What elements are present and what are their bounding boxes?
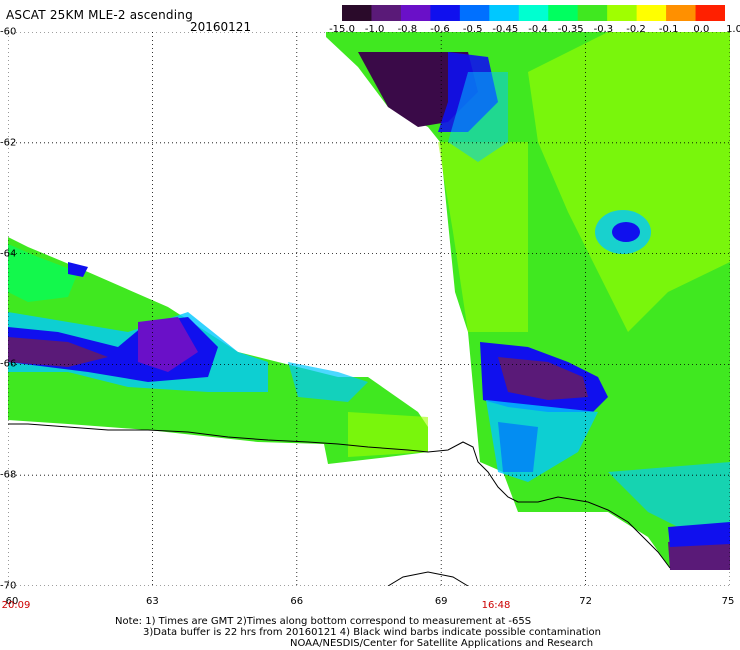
lat-tick-label: -66 (0, 358, 17, 370)
lon-tick-label: 60 (5, 596, 19, 607)
lon-tick-label: 66 (290, 596, 304, 607)
colorbar-label: -1.0 (364, 24, 385, 35)
colorbar-swatch (607, 5, 638, 21)
colorbar-swatch (400, 5, 431, 21)
lon-tick-label: 75 (721, 596, 735, 607)
map-title: ASCAT 25KM MLE-2 ascending (6, 8, 193, 22)
colorbar-label: -0.35 (557, 24, 584, 35)
lon-tick-label: 72 (579, 596, 592, 607)
colorbar-swatch (489, 5, 520, 21)
colorbar-swatch (577, 5, 608, 21)
time-label-mid: 16:48 (481, 600, 511, 611)
colorbar-label: -15.0 (329, 24, 355, 35)
lat-tick-label: -68 (0, 469, 17, 481)
note-line-1: Note: 1) Times are GMT 2)Times along bot… (115, 616, 532, 627)
colorbar (342, 5, 725, 21)
colorbar-label: -0.2 (626, 24, 646, 35)
colorbar-label: -0.3 (593, 24, 614, 35)
note-line-2: 3)Data buffer is 22 hrs from 20160121 4)… (143, 627, 601, 638)
lat-lon-grid (8, 32, 730, 586)
colorbar-label: 1.0 (726, 24, 740, 35)
colorbar-label: -0.1 (658, 24, 679, 35)
note-line-3: NOAA/NESDIS/Center for Satellite Applica… (290, 638, 594, 649)
swath-east (326, 32, 730, 570)
lat-tick-label: -70 (0, 580, 17, 592)
colorbar-swatch (430, 5, 461, 21)
colorbar-swatch (342, 5, 372, 21)
colorbar-label: -0.6 (430, 24, 450, 35)
swath-west (8, 237, 428, 464)
colorbar-labels: -15.0 -1.0 -0.8 -0.6 -0.5 -0.45 -0.4 -0.35 -0.3 -… (329, 24, 740, 38)
map-date: 20160121 (190, 20, 252, 34)
colorbar-label: -0.5 (462, 24, 483, 35)
colorbar-label: 0.0 (693, 24, 710, 35)
colorbar-swatch (636, 5, 667, 21)
lon-tick-label: 63 (146, 596, 159, 607)
wind-map (8, 32, 730, 586)
lat-tick-label: -64 (0, 248, 17, 260)
colorbar-swatch (666, 5, 697, 21)
colorbar-label: -0.8 (397, 24, 418, 35)
colorbar-swatch (459, 5, 490, 21)
coastline (8, 423, 671, 586)
lon-tick-label: 69 (434, 596, 448, 607)
lat-tick-label: -60 (0, 26, 17, 38)
colorbar-swatch (371, 5, 402, 21)
time-label-left: 20:09 (1, 600, 31, 611)
colorbar-label: -0.4 (528, 24, 548, 35)
lat-tick-label: -62 (0, 137, 17, 149)
colorbar-swatch (518, 5, 549, 21)
colorbar-swatch (695, 5, 725, 21)
colorbar-swatch (548, 5, 579, 21)
colorbar-label: -0.45 (492, 24, 519, 35)
